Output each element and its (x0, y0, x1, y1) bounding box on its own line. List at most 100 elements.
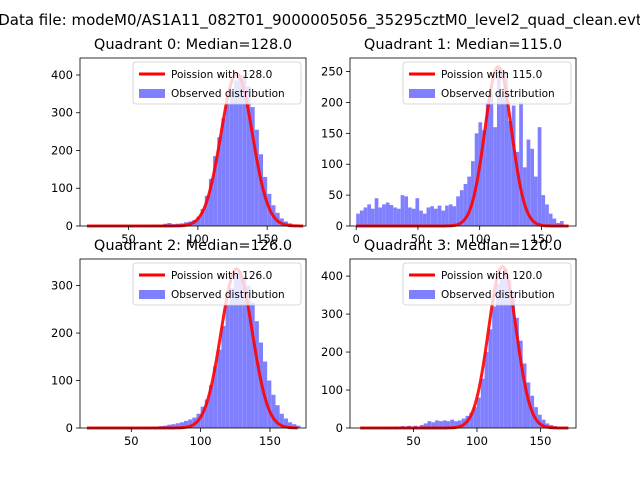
hist-bar (246, 86, 251, 226)
observed-histogram (150, 271, 301, 428)
y-tick-label: 100 (321, 383, 343, 397)
x-tick-label: 100 (469, 232, 491, 246)
hist-bar (279, 413, 284, 428)
legend-observed-label: Observed distribution (441, 289, 555, 301)
hist-bar (238, 74, 243, 227)
hist-bar (492, 306, 497, 428)
hist-bar (408, 207, 412, 226)
hist-bar (292, 424, 297, 428)
hist-bar (499, 277, 504, 428)
hist-bar (518, 340, 523, 428)
hist-bar (493, 127, 497, 226)
hist-bar (225, 304, 230, 428)
y-tick-label: 250 (321, 65, 343, 79)
hist-bar (400, 195, 405, 226)
legend-box (402, 61, 572, 105)
hist-bar (217, 137, 222, 226)
figure-suptitle: Data file: modeM0/AS1A11_082T01_90000050… (0, 11, 640, 30)
hist-bar (213, 366, 218, 428)
y-tick-label: 100 (51, 181, 73, 195)
hist-bar (188, 419, 193, 428)
hist-bar (359, 210, 364, 226)
hist-bar (382, 204, 386, 226)
hist-bar (556, 222, 560, 226)
y-tick-label: 300 (321, 307, 343, 321)
hist-bar (541, 195, 546, 226)
hist-bar (183, 420, 189, 428)
quadrant-2-chart: 50 100 150 0 100 200 300 Quadrant 2: Median=126… (51, 238, 307, 448)
y-tick-label: 300 (51, 106, 73, 120)
hist-bar (471, 161, 475, 226)
y-tick-label: 50 (328, 188, 343, 202)
hist-bar (433, 208, 438, 226)
hist-bar (526, 139, 531, 226)
hist-bar (363, 207, 368, 226)
hist-bar (511, 291, 516, 428)
hist-bar (489, 93, 494, 227)
hist-bar (438, 421, 443, 428)
hist-bar (233, 80, 239, 227)
hist-bar (275, 405, 280, 428)
hist-bar (422, 213, 427, 226)
legend-poisson-label: Poission with 128.0 (171, 69, 272, 81)
x-tick-label: 50 (121, 232, 136, 246)
hist-bar (238, 271, 243, 428)
hist-bar (431, 422, 436, 428)
hist-bar (246, 285, 251, 428)
x-tick-label: 50 (411, 232, 426, 246)
axes-frame (349, 57, 577, 227)
hist-bar (419, 210, 423, 226)
x-tick-label: 50 (406, 434, 421, 448)
legend: Poission with 115.0 Observed distribution (402, 61, 572, 105)
hist-bar (552, 218, 557, 226)
y-tick-label: 200 (51, 326, 73, 340)
quadrant-1-chart: 0 50 100 150 0 50 100 150 200 250 Quadrant 1: Medi… (321, 37, 577, 246)
hist-bar (441, 210, 446, 226)
hist-bar (171, 424, 176, 428)
hist-bar (534, 176, 538, 226)
legend-box (402, 262, 572, 306)
hist-bar (503, 268, 508, 428)
hist-bar (500, 96, 505, 226)
y-tick-label: 100 (51, 374, 73, 388)
hist-bar (508, 121, 512, 226)
hist-bar (548, 213, 553, 226)
axes-frame (79, 258, 307, 429)
hist-bar (478, 122, 483, 226)
y-tick-label: 150 (321, 126, 343, 140)
hist-bar (385, 202, 390, 226)
hist-bar (217, 349, 222, 428)
hist-bar (450, 419, 455, 428)
legend-observed-label: Observed distribution (171, 88, 285, 100)
hist-bar (541, 419, 546, 428)
hist-bar (423, 423, 428, 428)
y-tick-label: 100 (321, 157, 343, 171)
hist-bar (225, 103, 230, 226)
hist-bar (213, 156, 218, 226)
y-tick-label: 200 (321, 345, 343, 359)
hist-bar (454, 421, 458, 428)
hist-bar (537, 127, 542, 226)
hist-bar (221, 325, 226, 428)
hist-bar (267, 380, 272, 428)
hist-bar (446, 421, 451, 428)
hist-bar (370, 208, 375, 226)
hist-bar (442, 420, 447, 428)
hist-bar (427, 421, 432, 428)
hist-bar (208, 385, 214, 428)
hist-bar (250, 302, 255, 428)
subplot-title: Quadrant 1: Median=115.0 (364, 37, 562, 53)
hist-bar (445, 205, 449, 226)
hist-bar (204, 195, 209, 226)
subplot-title: Quadrant 3: Median=120.0 (364, 238, 562, 254)
hist-bar (435, 420, 439, 428)
hist-bar (448, 204, 453, 226)
subplot-title: Quadrant 0: Median=128.0 (94, 37, 292, 53)
x-tick-label: 150 (530, 232, 552, 246)
hist-bar (437, 205, 442, 226)
hist-bar (242, 74, 247, 227)
hist-bar (233, 273, 239, 428)
hist-bar (396, 208, 401, 226)
hist-bar (367, 204, 371, 226)
